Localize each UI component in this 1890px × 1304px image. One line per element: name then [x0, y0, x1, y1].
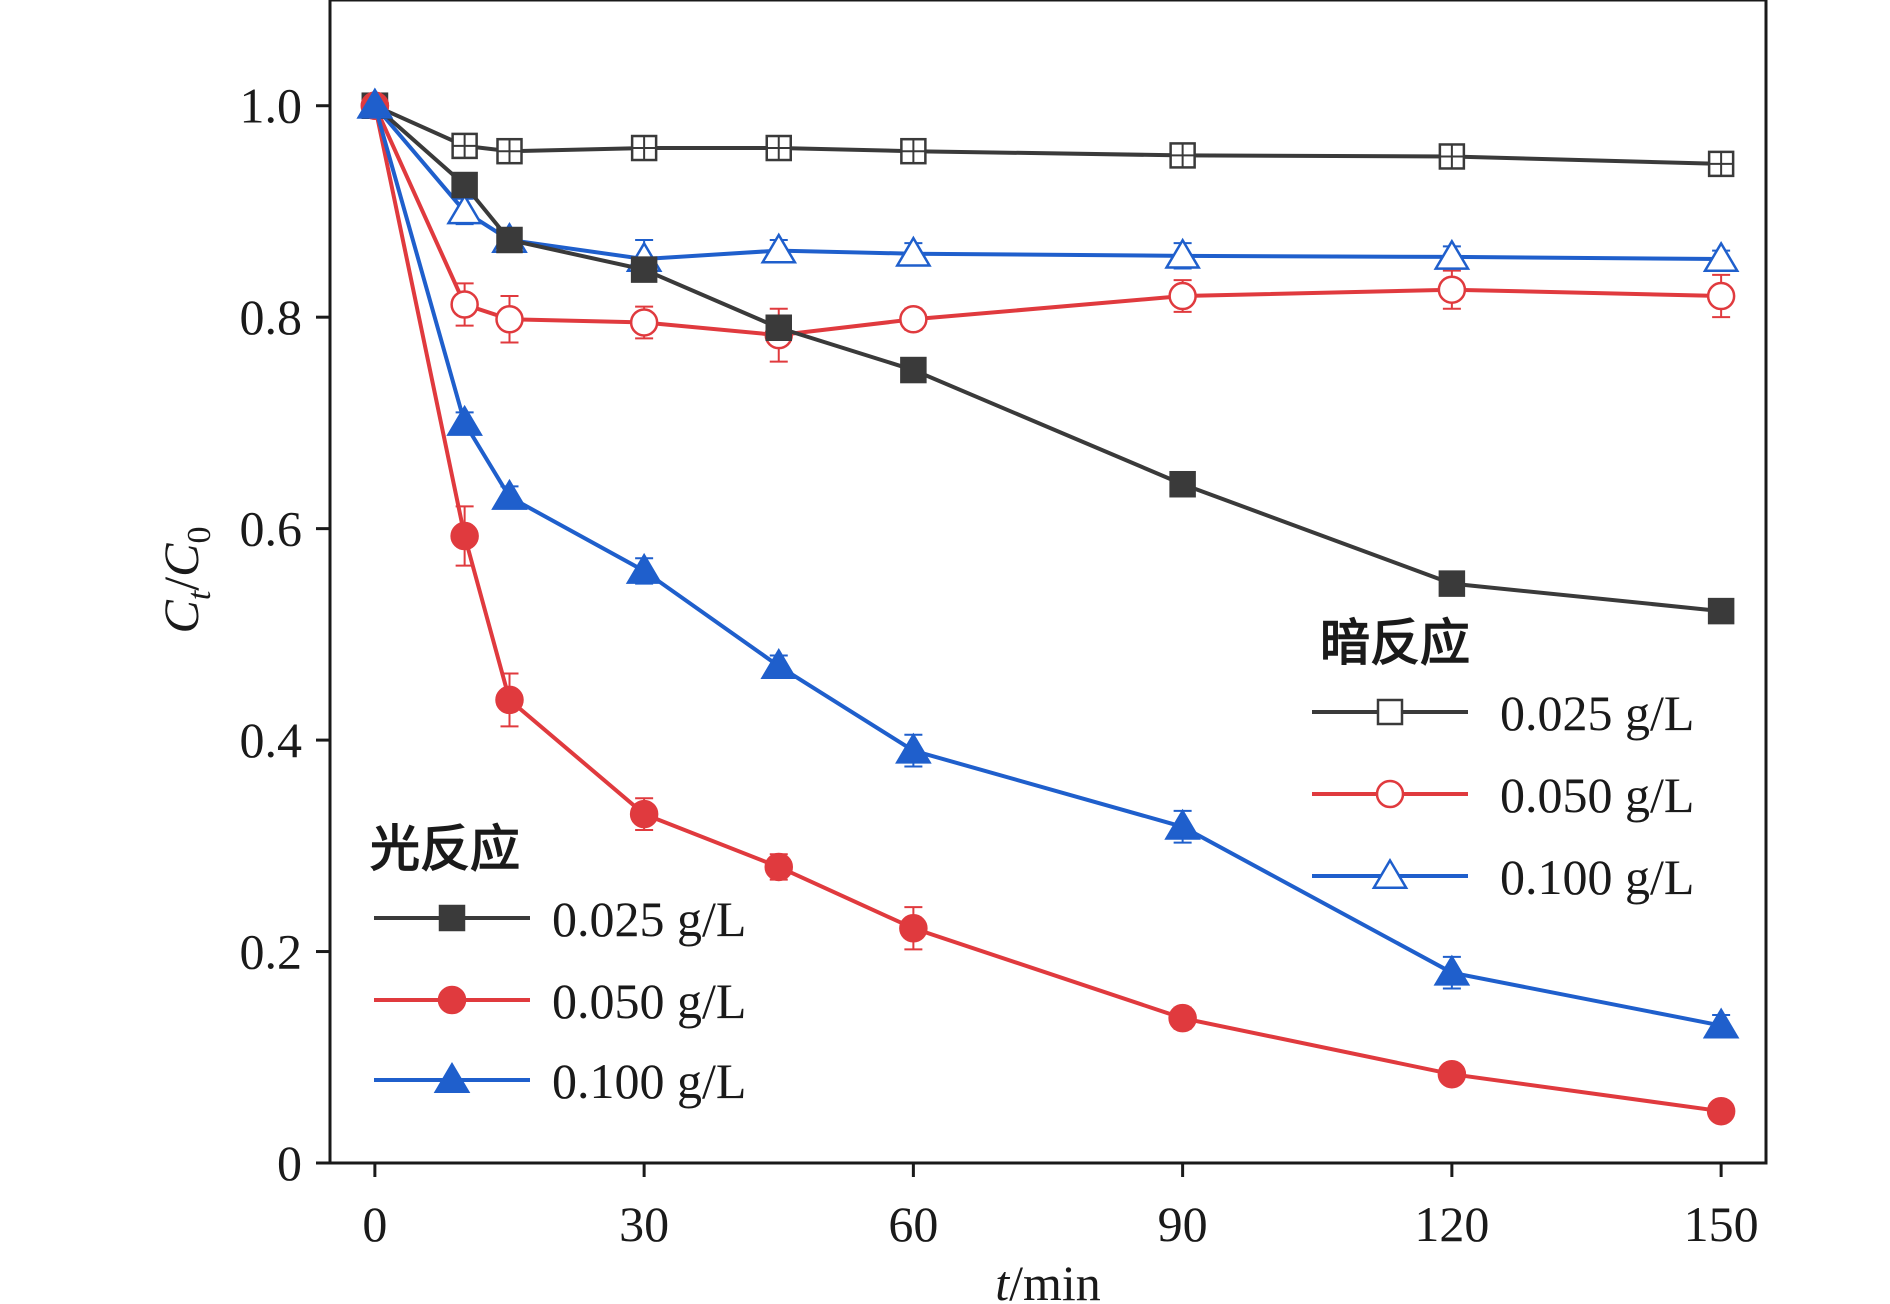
legend-marker — [1375, 779, 1405, 809]
data-point — [899, 305, 928, 334]
data-point — [760, 648, 798, 680]
y-tick-label: 0.8 — [240, 289, 303, 345]
plot-area-frame — [328, 0, 1768, 1165]
data-point — [899, 914, 928, 943]
data-point — [1706, 281, 1736, 311]
legend-dark-title: 暗反应 — [1320, 614, 1470, 672]
data-point — [1702, 1007, 1740, 1039]
data-point — [625, 552, 663, 584]
data-point — [1707, 597, 1735, 625]
data-point — [1164, 808, 1201, 840]
data-point — [1706, 1096, 1736, 1126]
series-line — [374, 103, 1722, 166]
legend-marker — [438, 904, 466, 932]
x-tick-label: 60 — [888, 1196, 938, 1252]
x-axis-title: t/min — [995, 1255, 1101, 1304]
data-point — [1164, 237, 1201, 269]
x-tick-label: 90 — [1158, 1196, 1208, 1252]
series-dark-3 — [361, 92, 1735, 178]
data-point — [495, 305, 524, 334]
data-point — [496, 226, 523, 254]
data-point — [1168, 1003, 1197, 1033]
x-tick-label: 150 — [1684, 1196, 1759, 1252]
y-tick-label: 0.4 — [240, 712, 303, 768]
series-dark-5 — [356, 87, 1740, 280]
data-point — [629, 799, 659, 829]
data-point — [765, 314, 792, 342]
data-point — [446, 193, 483, 225]
data-point — [1433, 238, 1471, 270]
legend-light-label-2: 0.050 g/L — [552, 973, 746, 1029]
y-axis-title: Ct/C0 — [153, 526, 218, 633]
y-tick-label: 1.0 — [240, 78, 303, 134]
data-point — [450, 521, 479, 551]
data-point — [629, 308, 659, 337]
series-light-2 — [356, 87, 1740, 1039]
series-light-0 — [361, 92, 1735, 625]
legend-dark-swatches — [1312, 698, 1468, 889]
legend-marker — [1371, 857, 1409, 889]
y-tick-label: 0 — [277, 1135, 302, 1191]
data-point — [446, 404, 483, 436]
legend-light-swatches — [374, 904, 530, 1093]
x-tick-label: 0 — [362, 1196, 387, 1252]
data-point — [356, 87, 394, 119]
legend-light-label-3: 0.100 g/L — [552, 1053, 746, 1109]
legend-light-title: 光反应 — [370, 820, 520, 878]
data-point — [1438, 570, 1466, 597]
data-point — [900, 356, 927, 384]
series-layer — [356, 87, 1740, 1126]
data-point — [630, 256, 658, 283]
data-point — [1437, 275, 1467, 304]
data-point — [1433, 954, 1471, 986]
legend-marker — [1376, 698, 1404, 726]
legend-light-label-1: 0.025 g/L — [552, 891, 746, 947]
x-tick-label: 120 — [1414, 1196, 1489, 1252]
data-point — [1437, 1059, 1467, 1089]
series-dark-4 — [360, 91, 1736, 363]
y-tick-label: 0.6 — [240, 501, 303, 557]
data-point — [895, 732, 932, 764]
data-point — [1168, 281, 1197, 311]
legend-dark-label-2: 0.050 g/L — [1500, 767, 1694, 823]
series-line — [373, 104, 1722, 338]
data-point — [1169, 470, 1196, 498]
y-tick-label: 0.2 — [240, 924, 303, 980]
legend-dark-label-1: 0.025 g/L — [1500, 685, 1694, 741]
legend-marker — [437, 985, 467, 1015]
axes: 0 30 60 90 120 150 0 0.2 0.4 0.6 0.8 1.0 — [240, 78, 1759, 1252]
data-point — [450, 290, 479, 319]
series-line — [373, 104, 1722, 262]
data-point — [495, 685, 524, 715]
legend-marker — [433, 1061, 471, 1093]
data-point — [895, 235, 932, 267]
data-point — [764, 852, 793, 882]
data-point — [491, 478, 528, 510]
data-point — [1702, 240, 1740, 272]
legend-light: 光反应 0.025 g/L 0.050 g/L 0.100 g/L — [370, 820, 746, 1109]
data-point — [760, 232, 798, 264]
legend-dark: 暗反应 0.025 g/L 0.050 g/L 0.100 g/L — [1312, 614, 1694, 905]
x-tick-label: 30 — [619, 1196, 669, 1252]
legend-dark-label-3: 0.100 g/L — [1500, 849, 1694, 905]
data-point — [451, 171, 478, 199]
